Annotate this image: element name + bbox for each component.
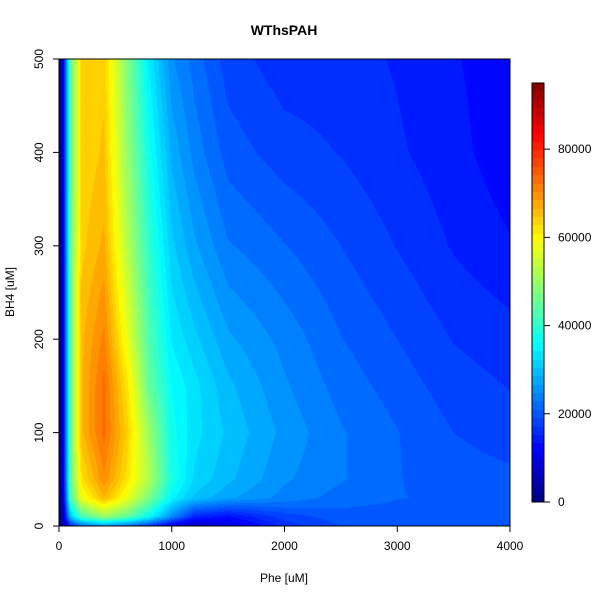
y-tick-label: 0 <box>32 522 46 529</box>
colorbar-border <box>531 82 545 503</box>
x-tick-label: 4000 <box>497 539 524 553</box>
x-axis: 0 1000 2000 3000 4000 <box>56 525 524 553</box>
plot-area <box>58 58 511 527</box>
y-tick-label: 200 <box>32 329 46 349</box>
colorbar-tick-label: 80000 <box>558 142 592 156</box>
x-tick-label: 0 <box>56 539 63 553</box>
chart-title: WThsPAH <box>251 22 318 38</box>
heatmap-surface <box>59 59 510 526</box>
colorbar-ticks: 0 20000 40000 60000 80000 <box>544 142 592 509</box>
x-tick-label: 3000 <box>384 539 411 553</box>
colorbar-tick-label: 0 <box>558 495 565 509</box>
colorbar-tick-label: 60000 <box>558 230 592 244</box>
y-tick-label: 300 <box>32 235 46 255</box>
colorbar: 0 20000 40000 60000 80000 <box>531 82 592 509</box>
y-axis: 0 100 200 300 400 500 <box>32 49 60 529</box>
y-tick-label: 100 <box>32 422 46 442</box>
colorbar-gradient <box>532 83 544 502</box>
x-tick-label: 1000 <box>158 539 185 553</box>
colorbar-tick-label: 40000 <box>558 319 592 333</box>
colorbar-tick-label: 20000 <box>558 407 592 421</box>
y-tick-label: 500 <box>32 49 46 69</box>
x-tick-label: 2000 <box>271 539 298 553</box>
y-axis-label: BH4 [uM] <box>3 267 17 317</box>
y-tick-label: 400 <box>32 142 46 162</box>
x-axis-label: Phe [uM] <box>260 571 308 585</box>
